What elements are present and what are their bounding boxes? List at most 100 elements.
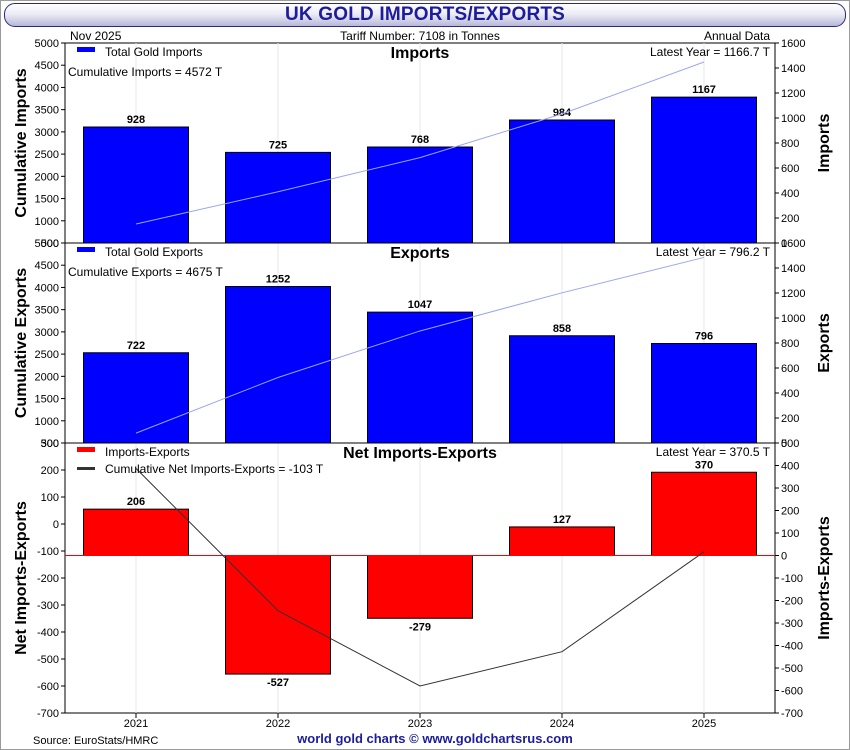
bar-2023 bbox=[367, 555, 473, 619]
y-tick-label-left: 3500 bbox=[35, 105, 59, 117]
data-label-2023: -279 bbox=[409, 621, 431, 633]
y-tick-label-right: 0 bbox=[781, 238, 787, 250]
y-tick-label-left: 5000 bbox=[35, 38, 59, 50]
cumulative-total-label: Cumulative Imports = 4572 T bbox=[68, 65, 223, 79]
legend-swatch-bars bbox=[77, 247, 95, 252]
y-tick-label-left: 500 bbox=[41, 438, 59, 450]
y-tick-label-left: 1500 bbox=[35, 394, 59, 406]
y-tick-label-left: 1000 bbox=[35, 216, 59, 228]
data-label-2023: 1047 bbox=[408, 299, 432, 311]
y-tick-label-left: 500 bbox=[41, 238, 59, 250]
y-tick-label-right: -500 bbox=[781, 663, 803, 675]
legend-swatch-bars bbox=[77, 47, 95, 52]
panel-title: Imports bbox=[391, 45, 450, 62]
data-label-2021: 928 bbox=[127, 114, 145, 126]
y-tick-label-left: -600 bbox=[37, 681, 59, 693]
panel-title: Exports bbox=[390, 245, 450, 262]
y-tick-label-right: 1600 bbox=[781, 38, 805, 50]
y-tick-label-left: 2500 bbox=[35, 149, 59, 161]
y-tick-label-right: -600 bbox=[781, 686, 803, 698]
y-tick-label-right: 400 bbox=[781, 461, 799, 473]
y-tick-label-left: -700 bbox=[37, 708, 59, 720]
main-title: UK GOLD IMPORTS/EXPORTS bbox=[284, 4, 566, 25]
y-tick-label-right: 0 bbox=[781, 438, 787, 450]
y-tick-label-left: 200 bbox=[41, 465, 59, 477]
y-axis-label-left: Cumulative Imports bbox=[13, 68, 30, 217]
data-label-2025: 796 bbox=[695, 331, 713, 343]
y-tick-label-right: -200 bbox=[781, 596, 803, 608]
x-tick-label-2025: 2025 bbox=[692, 718, 716, 730]
y-tick-label-right: 1400 bbox=[781, 263, 805, 275]
x-tick-label-2023: 2023 bbox=[408, 718, 432, 730]
y-tick-label-right: 1400 bbox=[781, 63, 805, 75]
panel-title: Net Imports-Exports bbox=[343, 445, 497, 462]
header-date: Nov 2025 bbox=[70, 29, 122, 43]
data-label-2025: 370 bbox=[695, 459, 713, 471]
cumulative-total-label: Cumulative Exports = 4675 T bbox=[68, 265, 224, 279]
latest-year-label: Latest Year = 796.2 T bbox=[656, 245, 771, 259]
y-tick-label-right: 1200 bbox=[781, 288, 805, 300]
y-tick-label-right: 400 bbox=[781, 388, 799, 400]
y-tick-label-right: -100 bbox=[781, 573, 803, 585]
bar-2024 bbox=[509, 119, 615, 244]
y-axis-label-left: Cumulative Exports bbox=[13, 268, 30, 418]
y-tick-label-left: 3000 bbox=[35, 127, 59, 139]
data-label-2022: 1252 bbox=[266, 274, 290, 286]
y-tick-label-left: 0 bbox=[53, 519, 59, 531]
bar-2024 bbox=[509, 526, 615, 556]
y-tick-label-right: 800 bbox=[781, 338, 799, 350]
legend-swatch-line bbox=[77, 467, 95, 470]
y-tick-label-left: 300 bbox=[41, 438, 59, 450]
y-tick-label-right: 0 bbox=[781, 551, 787, 563]
y-tick-label-right: 800 bbox=[781, 138, 799, 150]
bar-2025 bbox=[651, 343, 757, 444]
bar-2021 bbox=[83, 126, 189, 244]
y-tick-label-right: 600 bbox=[781, 363, 799, 375]
data-label-2024: 858 bbox=[553, 323, 571, 335]
x-tick-label-2022: 2022 bbox=[266, 718, 290, 730]
y-tick-label-left: -100 bbox=[37, 546, 59, 558]
y-tick-label-left: 5000 bbox=[35, 238, 59, 250]
y-tick-label-right: 200 bbox=[781, 213, 799, 225]
y-tick-label-left: -200 bbox=[37, 573, 59, 585]
y-tick-label-left: 1000 bbox=[35, 416, 59, 428]
y-tick-label-left: 2000 bbox=[35, 371, 59, 383]
title-banner: UK GOLD IMPORTS/EXPORTS bbox=[4, 3, 846, 27]
y-tick-label-right: -400 bbox=[781, 641, 803, 653]
y-tick-label-left: -400 bbox=[37, 627, 59, 639]
bar-2023 bbox=[367, 311, 473, 444]
cumulative-line bbox=[135, 468, 705, 687]
legend-swatch-bars bbox=[77, 447, 95, 452]
cumulative-line bbox=[135, 256, 705, 434]
bar-2022 bbox=[225, 151, 331, 244]
y-tick-label-left: 100 bbox=[41, 492, 59, 504]
y-axis-label-right: Imports bbox=[816, 114, 833, 173]
y-tick-label-right: 300 bbox=[781, 483, 799, 495]
bar-2021 bbox=[83, 352, 189, 444]
latest-year-label: Latest Year = 1166.7 T bbox=[650, 45, 771, 59]
y-tick-label-left: 3000 bbox=[35, 327, 59, 339]
y-tick-label-left: -500 bbox=[37, 654, 59, 666]
y-tick-label-right: 1000 bbox=[781, 313, 805, 325]
legend-bars-label: Imports-Exports bbox=[105, 445, 190, 459]
y-tick-label-right: 400 bbox=[781, 188, 799, 200]
bar-2023 bbox=[367, 146, 473, 244]
latest-year-label: Latest Year = 370.5 T bbox=[656, 445, 771, 459]
x-tick-label-2021: 2021 bbox=[124, 718, 148, 730]
y-tick-label-right: 500 bbox=[781, 438, 799, 450]
y-tick-label-left: 2500 bbox=[35, 349, 59, 361]
y-tick-label-left: 4000 bbox=[35, 82, 59, 94]
y-tick-label-left: 3500 bbox=[35, 305, 59, 317]
data-label-2022: 725 bbox=[269, 139, 287, 151]
cumulative-line bbox=[135, 61, 705, 225]
bar-2024 bbox=[509, 335, 615, 444]
y-tick-label-left: 4000 bbox=[35, 282, 59, 294]
y-tick-label-right: 200 bbox=[781, 506, 799, 518]
legend-line-label: Cumulative Net Imports-Exports = -103 T bbox=[105, 462, 324, 476]
x-tick-label-2024: 2024 bbox=[550, 718, 574, 730]
y-tick-label-right: -300 bbox=[781, 618, 803, 630]
y-tick-label-left: -300 bbox=[37, 600, 59, 612]
y-axis-label-right: Exports bbox=[816, 313, 833, 373]
y-tick-label-left: 1500 bbox=[35, 194, 59, 206]
